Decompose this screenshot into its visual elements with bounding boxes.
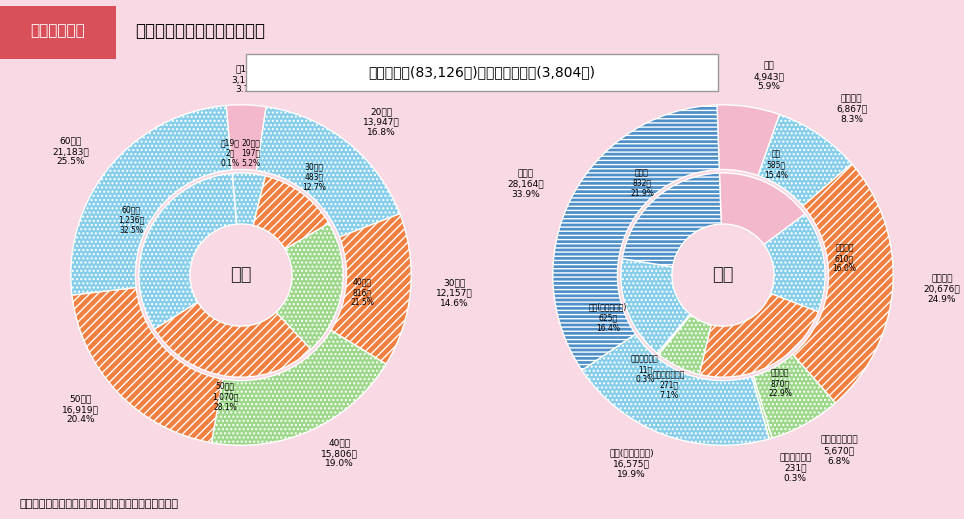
Wedge shape: [717, 105, 780, 175]
Text: 無職(主婦を含む)
16,575人
19.9%: 無職(主婦を含む) 16,575人 19.9%: [609, 449, 654, 479]
Wedge shape: [657, 314, 691, 354]
Text: 農林水産業等
231人
0.3%: 農林水産業等 231人 0.3%: [779, 453, 812, 483]
Text: 教員
585人
15.4%: 教員 585人 15.4%: [764, 149, 789, 180]
Wedge shape: [256, 107, 400, 237]
Wedge shape: [552, 105, 719, 370]
Text: その他
832人
21.9%: その他 832人 21.9%: [630, 168, 654, 198]
Wedge shape: [621, 258, 690, 353]
Text: 資料：文部科学省・放送大学（令和５年度第２学期）: 資料：文部科学省・放送大学（令和５年度第２学期）: [19, 499, 178, 509]
Text: 放送大学在学者の年齢・職業: 放送大学在学者の年齢・職業: [135, 22, 265, 40]
Wedge shape: [254, 176, 329, 249]
Text: 20歳代
197人
5.2%: 20歳代 197人 5.2%: [241, 138, 260, 168]
Wedge shape: [232, 173, 237, 224]
FancyBboxPatch shape: [246, 54, 718, 91]
Text: その他
28,164人
33.9%: その他 28,164人 33.9%: [507, 169, 544, 199]
Text: 40歳代
816人
21.5%: 40歳代 816人 21.5%: [350, 278, 374, 307]
Wedge shape: [72, 288, 223, 443]
Text: 年齢: 年齢: [230, 266, 252, 284]
Wedge shape: [211, 330, 387, 445]
Wedge shape: [699, 293, 818, 377]
Text: 会社員等
870人
22.9%: 会社員等 870人 22.9%: [768, 368, 792, 399]
Text: 20歳代
13,947人
16.8%: 20歳代 13,947人 16.8%: [363, 107, 400, 137]
Wedge shape: [622, 173, 721, 267]
Text: 自営業・自由業
271人
7.1%: 自営業・自由業 271人 7.1%: [653, 370, 685, 400]
Text: 60歳～
1,236人
32.5%: 60歳～ 1,236人 32.5%: [119, 206, 145, 235]
Wedge shape: [70, 105, 231, 295]
Wedge shape: [154, 302, 311, 377]
Wedge shape: [227, 105, 266, 171]
Text: 30歳代
483人
12.7%: 30歳代 483人 12.7%: [303, 162, 326, 192]
Wedge shape: [276, 223, 343, 349]
Text: 図２－２－４: 図２－２－４: [31, 24, 85, 38]
Wedge shape: [658, 315, 711, 374]
Wedge shape: [792, 163, 894, 403]
Wedge shape: [582, 334, 769, 445]
Wedge shape: [232, 173, 265, 225]
Wedge shape: [754, 354, 836, 438]
Text: 教員
4,943人
5.9%: 教員 4,943人 5.9%: [754, 62, 785, 91]
Text: 職業: 職業: [712, 266, 734, 284]
Text: 40歳代
15,806人
19.0%: 40歳代 15,806人 19.0%: [321, 439, 359, 469]
Text: 50歳代
16,919人
20.4%: 50歳代 16,919人 20.4%: [62, 394, 98, 425]
Text: 公務員等
6,867人
8.3%: 公務員等 6,867人 8.3%: [836, 94, 868, 124]
Wedge shape: [752, 376, 772, 439]
Text: 公務員等
610人
16.0%: 公務員等 610人 16.0%: [833, 243, 856, 274]
Wedge shape: [139, 173, 236, 329]
Text: ～19歳
2人
0.1%: ～19歳 2人 0.1%: [221, 138, 240, 168]
FancyBboxPatch shape: [0, 6, 116, 59]
Text: 会社員等
20,676人
24.9%: 会社員等 20,676人 24.9%: [924, 274, 960, 304]
Wedge shape: [719, 173, 805, 244]
Text: 自営業・自由業
5,670人
6.8%: 自営業・自由業 5,670人 6.8%: [820, 436, 858, 466]
Wedge shape: [764, 214, 825, 312]
Text: 60歳～
21,183人
25.5%: 60歳～ 21,183人 25.5%: [52, 136, 89, 167]
Wedge shape: [758, 115, 852, 206]
Text: 外側：大学(83,126人)　内側：大学院(3,804人): 外側：大学(83,126人) 内側：大学院(3,804人): [368, 66, 596, 79]
Text: 無職(主婦を含む)
625人
16.4%: 無職(主婦を含む) 625人 16.4%: [589, 303, 628, 333]
Text: 農林水産業等
11人
0.3%: 農林水産業等 11人 0.3%: [631, 354, 658, 385]
Text: ～19歳
3,114人
3.7%: ～19歳 3,114人 3.7%: [231, 64, 262, 94]
Text: 50歳代
1,070人
28.1%: 50歳代 1,070人 28.1%: [212, 381, 238, 412]
Text: 30歳代
12,157人
14.6%: 30歳代 12,157人 14.6%: [436, 278, 472, 308]
Wedge shape: [331, 214, 412, 364]
